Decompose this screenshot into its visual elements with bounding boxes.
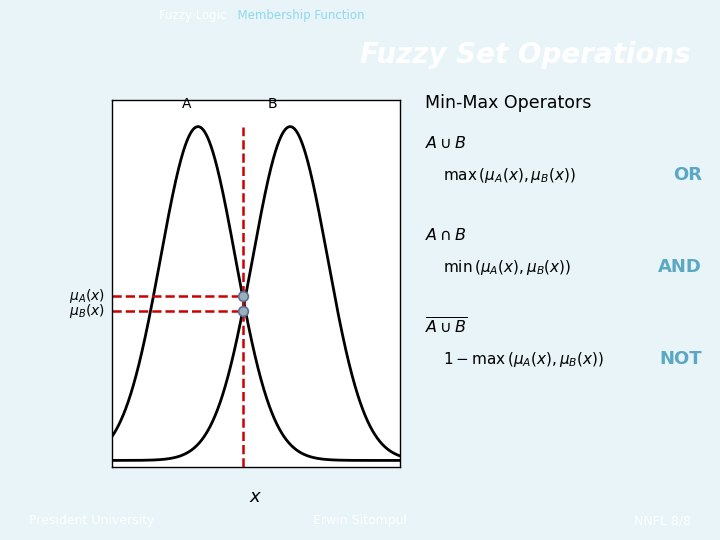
Text: $\mu_B(x)$: $\mu_B(x)$	[68, 302, 104, 320]
Text: $A \cap B$: $A \cap B$	[425, 227, 467, 243]
Text: AND: AND	[658, 258, 702, 276]
Text: $\mathrm{max}\,(\mu_A(x), \mu_B(x))$: $\mathrm{max}\,(\mu_A(x), \mu_B(x))$	[443, 166, 575, 185]
Text: NNFL 8/8: NNFL 8/8	[634, 514, 691, 527]
Text: Erwin Sitompul: Erwin Sitompul	[313, 514, 407, 527]
Text: Membership Function: Membership Function	[230, 9, 365, 22]
Text: NOT: NOT	[660, 350, 702, 368]
Text: $\overline{A \cup B}$: $\overline{A \cup B}$	[425, 316, 467, 337]
Text: Fuzzy Logic: Fuzzy Logic	[159, 9, 227, 22]
Text: Fuzzy Set Operations: Fuzzy Set Operations	[361, 41, 691, 69]
Text: President University: President University	[29, 514, 154, 527]
Text: $x$: $x$	[249, 488, 262, 506]
Text: $\mu_A(x)$: $\mu_A(x)$	[68, 287, 104, 306]
Text: $1 - \mathrm{max}\,(\mu_A(x), \mu_B(x))$: $1 - \mathrm{max}\,(\mu_A(x), \mu_B(x))$	[443, 349, 604, 369]
Text: $\mathrm{min}\,(\mu_A(x), \mu_B(x))$: $\mathrm{min}\,(\mu_A(x), \mu_B(x))$	[443, 258, 571, 277]
Text: $A \cup B$: $A \cup B$	[425, 135, 467, 151]
Text: OR: OR	[673, 166, 702, 185]
Text: A: A	[181, 97, 192, 111]
Text: Min-Max Operators: Min-Max Operators	[425, 93, 591, 112]
Text: B: B	[268, 97, 278, 111]
